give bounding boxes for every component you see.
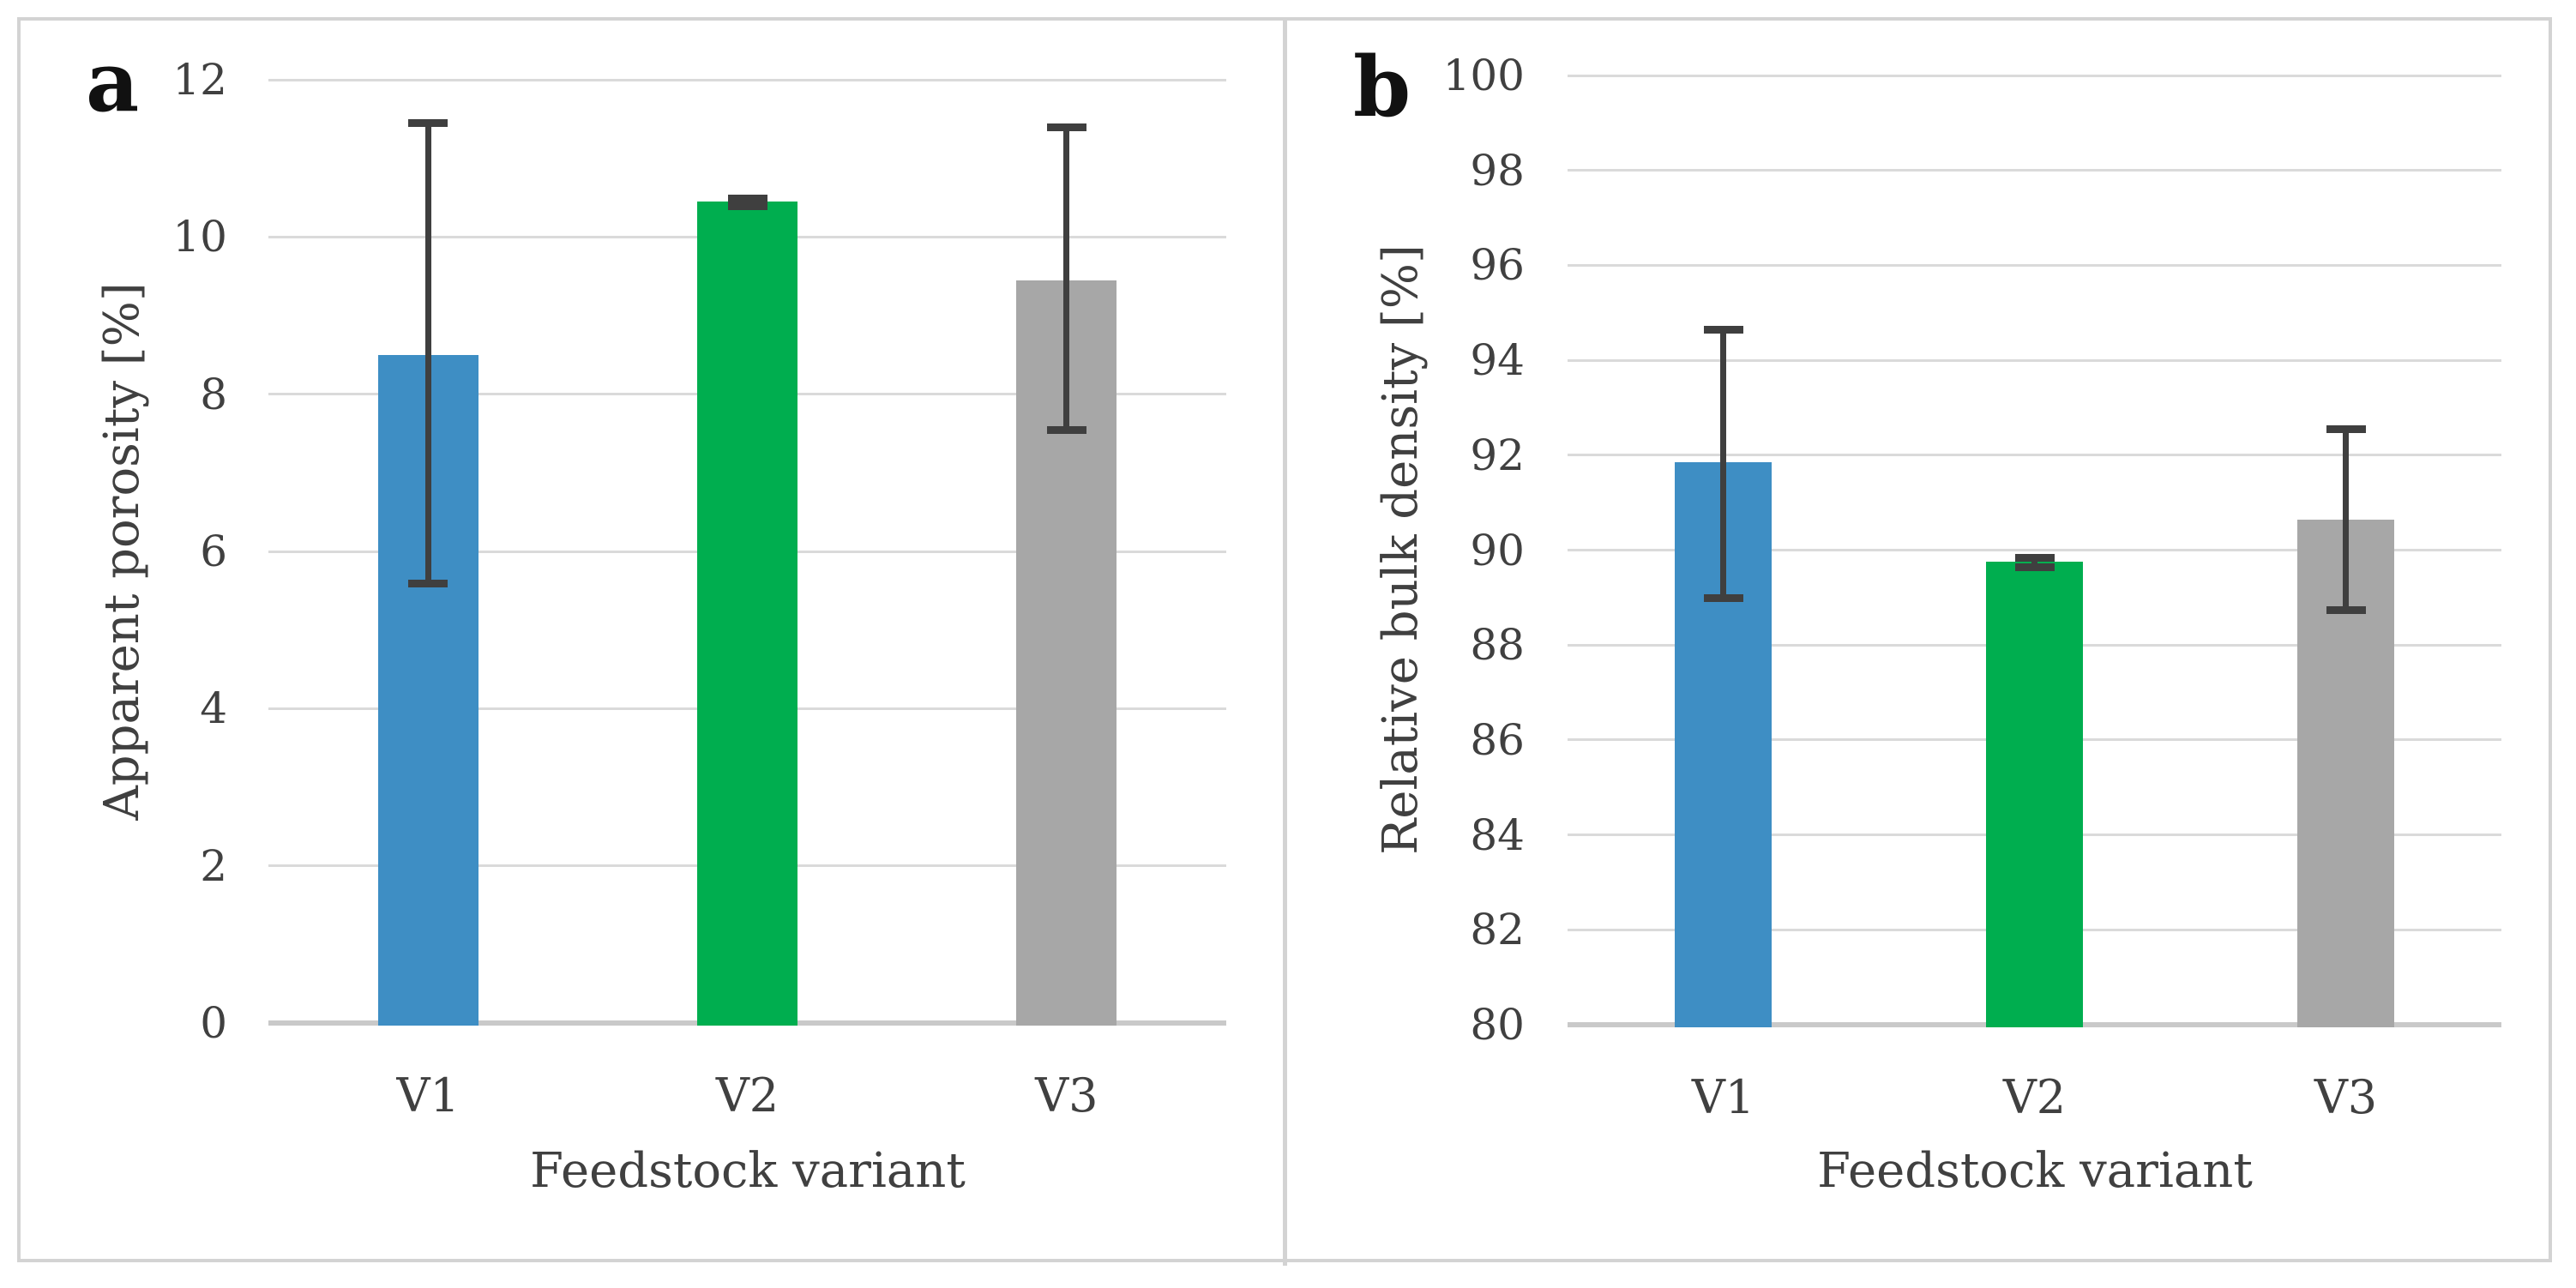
error-bar-line bbox=[1063, 127, 1070, 430]
panel-divider bbox=[1283, 17, 1287, 1266]
y-tick-label: 84 bbox=[1470, 810, 1525, 860]
error-bar-cap-top bbox=[2326, 425, 2366, 434]
y-tick-label: 2 bbox=[200, 840, 227, 891]
error-bar-cap-top bbox=[1046, 123, 1086, 131]
x-tick-label-v2: V2 bbox=[715, 1068, 779, 1122]
y-tick-label: 6 bbox=[200, 527, 227, 576]
x-tick-label-v1: V1 bbox=[1691, 1070, 1755, 1124]
panel-a-letter: a bbox=[86, 33, 140, 130]
y-tick-label: 88 bbox=[1470, 620, 1525, 671]
error-bar-line bbox=[1720, 329, 1726, 598]
y-gridline bbox=[1568, 74, 2501, 77]
error-bar-line bbox=[424, 123, 431, 583]
bar-v2 bbox=[697, 202, 797, 1026]
y-tick-label: 0 bbox=[200, 998, 227, 1048]
y-tick-label: 12 bbox=[172, 55, 227, 105]
panel-a-x-axis-title: Feedstock variant bbox=[530, 1143, 966, 1199]
y-tick-label: 8 bbox=[200, 369, 227, 419]
bar-v2 bbox=[1986, 562, 2083, 1027]
x-tick-label-v1: V1 bbox=[396, 1068, 460, 1122]
y-gridline bbox=[1568, 263, 2501, 267]
y-tick-label: 80 bbox=[1470, 1000, 1525, 1050]
error-bar-cap-bottom bbox=[1703, 593, 1743, 602]
y-tick-label: 10 bbox=[172, 212, 227, 262]
x-tick-label-v3: V3 bbox=[2314, 1070, 2378, 1124]
y-tick-label: 90 bbox=[1470, 525, 1525, 575]
y-tick-label: 92 bbox=[1470, 430, 1525, 480]
error-bar-cap-bottom bbox=[408, 579, 448, 587]
y-tick-label: 100 bbox=[1442, 51, 1525, 100]
panel-b-letter: b bbox=[1353, 39, 1411, 135]
y-gridline bbox=[1568, 358, 2501, 362]
error-bar-line bbox=[2031, 557, 2037, 567]
error-bar-cap-top bbox=[2014, 553, 2055, 562]
error-bar-cap-bottom bbox=[2014, 563, 2055, 571]
y-tick-label: 82 bbox=[1470, 905, 1525, 955]
y-gridline bbox=[1568, 454, 2501, 457]
panel-b-x-axis-title: Feedstock variant bbox=[1817, 1143, 2253, 1199]
x-tick-label-v3: V3 bbox=[1035, 1068, 1098, 1122]
y-tick-label: 86 bbox=[1470, 714, 1525, 765]
error-bar-cap-top bbox=[408, 119, 448, 128]
error-bar-cap-top bbox=[727, 194, 767, 202]
error-bar-line bbox=[2343, 429, 2349, 610]
error-bar-cap-bottom bbox=[2326, 605, 2366, 614]
y-tick-label: 96 bbox=[1470, 240, 1525, 291]
y-gridline bbox=[268, 78, 1226, 81]
y-tick-label: 4 bbox=[200, 683, 227, 734]
error-bar-cap-bottom bbox=[727, 202, 767, 210]
y-tick-label: 94 bbox=[1470, 335, 1525, 386]
y-gridline bbox=[1568, 169, 2501, 172]
x-tick-label-v2: V2 bbox=[2002, 1070, 2067, 1124]
y-tick-label: 98 bbox=[1470, 145, 1525, 196]
error-bar-cap-bottom bbox=[1046, 425, 1086, 434]
y-gridline bbox=[1568, 549, 2501, 551]
error-bar-cap-top bbox=[1703, 326, 1743, 334]
